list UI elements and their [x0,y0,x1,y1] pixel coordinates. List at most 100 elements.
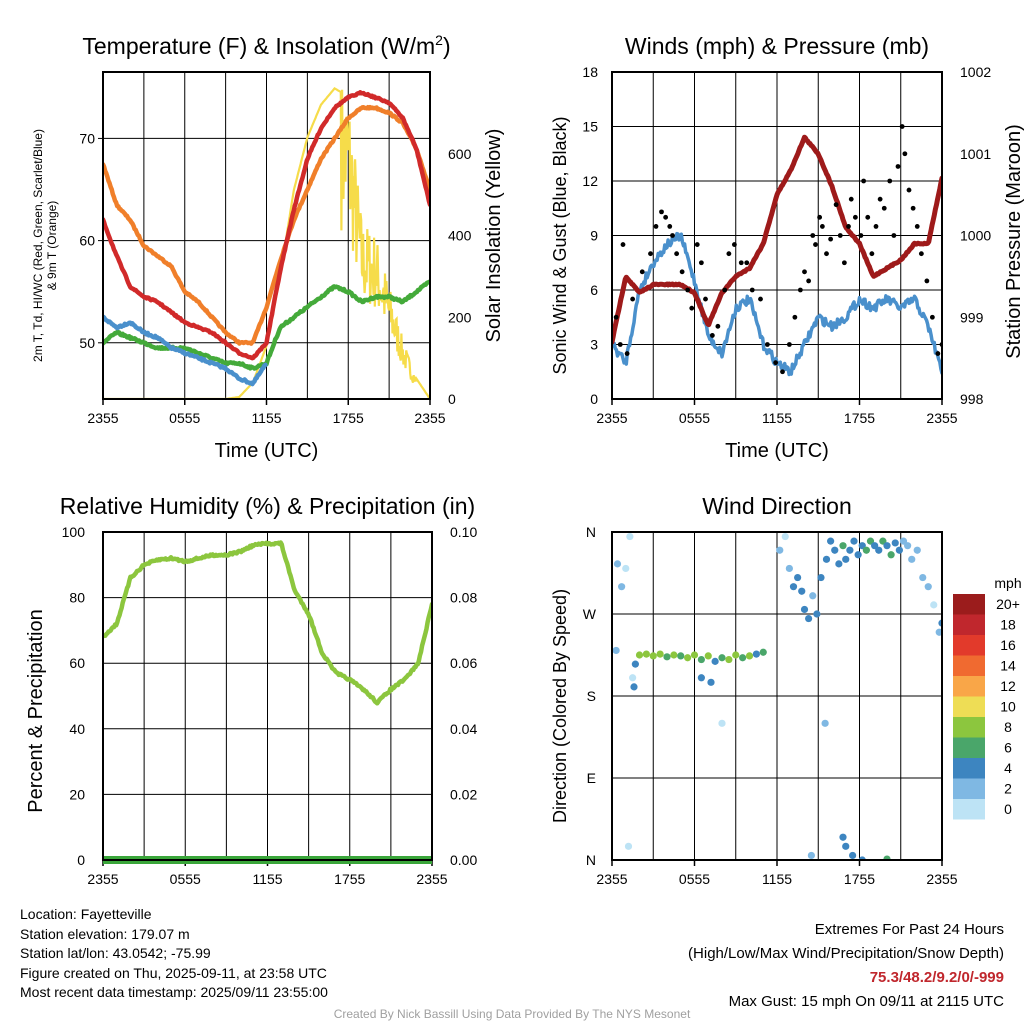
legend-label: 18 [1000,617,1016,633]
gust-point [679,269,685,275]
direction-point [624,842,633,850]
y-tick-label-right: 0.04 [450,721,477,737]
gust-point [744,260,750,266]
extremes-values: 75.3/48.2/9.2/0/-999 [869,969,1004,986]
direction-point [871,542,879,550]
y-tick-label-left: 0 [590,391,598,407]
plot-frame [611,531,943,861]
direction-point [725,655,733,664]
y-tick-label-left: N [586,852,596,868]
gust-point [620,242,626,247]
direction-point [626,532,634,541]
y-tick-label-left: 60 [79,233,95,249]
direction-point [821,719,829,727]
y-axis-label-left: Percent & Precipitation [25,609,47,812]
plot-frame [611,71,943,400]
direction-point [839,542,847,550]
gust-point [824,251,829,257]
y-tick-label-left: 20 [69,786,85,802]
gust-point [630,296,636,302]
gust-point [887,178,893,184]
direction-point [629,674,637,682]
x-tick-label: 1155 [251,410,281,426]
x-tick-label: 2355 [926,871,957,887]
legend-swatch [953,696,985,717]
gust-point [899,124,905,129]
x-tick-label: 2355 [87,871,118,887]
direction-point [924,583,932,591]
x-tick-label: 0555 [679,410,710,426]
direction-point [866,537,875,545]
gust-point [694,242,700,247]
gust-point [906,187,912,193]
direction-point [895,546,903,554]
gust-point [648,251,653,257]
x-tick-label: 0555 [679,871,710,887]
gust-point [929,314,935,320]
x-tick-label: 2355 [926,410,957,426]
legend-swatch [953,758,985,779]
y-tick-label-left: 100 [62,524,86,540]
gust-point [865,214,871,220]
gust-point [758,296,763,302]
direction-point [697,674,705,682]
direction-point [887,551,895,559]
direction-point [842,555,850,563]
y-tick-label-left: N [586,524,596,540]
gust-point [914,224,920,229]
gust-point [902,151,908,157]
direction-point [785,564,793,573]
winds-panel: Winds (mph) & Pressure (mb) 2355 0555 1155 1… [550,33,1024,462]
panel-title: Wind Direction [702,493,852,519]
direction-point [904,542,912,550]
legend-swatch [953,717,985,738]
meteogram-figure: Temperature (F) & Insolation (W/m2)2355 0… [25,32,1024,887]
direction-point [707,678,715,686]
legend-swatch [953,635,985,656]
direction-point [677,652,685,660]
gust-point [881,205,887,211]
series-line-relative-humidity [103,540,432,706]
gust-point [722,287,728,293]
y-tick-label-left: S [587,688,596,704]
plot-frame [102,71,431,400]
gust-point [828,236,834,242]
x-tick-label: 1755 [844,871,875,887]
direction-point [831,546,839,554]
gust-point [764,342,770,347]
direction-point [805,614,813,623]
direction-point [879,537,887,545]
y-tick-label-right: 0.06 [450,655,477,671]
gust-point [817,214,823,220]
legend-label: 12 [1000,678,1016,694]
series-line-hi-wc [103,314,268,387]
y-tick-label-right: 1001 [960,146,991,162]
x-tick-label: 1755 [334,871,365,887]
direction-point [858,542,866,550]
gust-point [918,251,924,257]
direction-point [813,610,821,618]
direction-point [849,851,857,860]
x-tick-label: 2355 [596,871,627,887]
gust-point [709,333,715,338]
gust-point [797,287,803,293]
direction-point [854,551,862,559]
legend-label: 6 [1004,740,1012,756]
gust-point [639,269,645,275]
gust-point [613,314,619,320]
y-tick-label-left: W [583,606,597,622]
y-tick-label-left: 18 [582,64,598,80]
gust-point [861,178,867,184]
gust-point [698,260,704,266]
direction-point [642,650,650,658]
direction-point [759,648,767,656]
gust-point [848,196,854,202]
gust-point [833,202,839,208]
x-axis-label: Time (UTC) [215,440,319,462]
gust-point [813,242,818,247]
series-line-9m-t [103,104,430,346]
humidity-panel: Relative Humidity (%) & Precipitation (i… [25,493,477,887]
gust-point [924,278,930,284]
extremes-box: Extremes For Past 24 Hours (High/Low/Max… [688,918,1004,1014]
legend-label: 20+ [996,596,1020,612]
